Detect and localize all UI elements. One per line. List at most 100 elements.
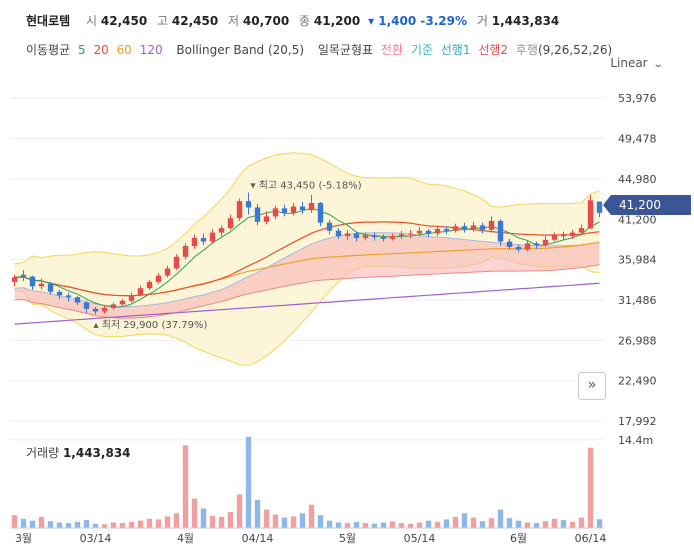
candle xyxy=(362,232,369,241)
volume-bar xyxy=(74,521,81,528)
candle-body xyxy=(74,297,81,303)
candle-body xyxy=(488,220,495,230)
high-value: 42,450 xyxy=(171,14,219,28)
candle-body xyxy=(308,202,315,211)
volume-bar xyxy=(200,508,207,528)
candle xyxy=(596,201,603,218)
candle-body xyxy=(461,226,468,229)
change-value: ▾ 1,400 -3.29% xyxy=(368,14,468,28)
scale-selector[interactable]: Linear ⌄ xyxy=(610,56,664,70)
candle xyxy=(11,274,18,287)
expand-chart-button[interactable]: » xyxy=(578,372,606,400)
candle xyxy=(83,300,90,314)
x-tick-label: 5월 xyxy=(339,532,356,545)
quote-summary: 현대로템 시 42,450 고 42,450 저 40,700 종 41,200… xyxy=(26,12,559,29)
candle-body xyxy=(551,235,558,240)
candle xyxy=(155,272,162,284)
candle-body xyxy=(200,237,207,242)
candle xyxy=(506,238,513,250)
candle-body xyxy=(560,235,567,237)
candle-body xyxy=(290,206,297,213)
candle-body xyxy=(578,228,585,233)
candle xyxy=(515,244,522,253)
candle xyxy=(470,221,477,232)
ma5-label[interactable]: 5 xyxy=(78,43,86,57)
volume-bar xyxy=(290,516,297,528)
candle-body xyxy=(335,230,342,237)
candle-body xyxy=(542,239,549,246)
candle xyxy=(488,216,495,233)
candle-body xyxy=(524,243,531,250)
volume-value: 1,443,834 xyxy=(491,14,560,28)
candle xyxy=(281,204,288,217)
volume-bar xyxy=(515,520,522,528)
close-label: 종 xyxy=(299,14,311,28)
volume-bar xyxy=(569,521,576,528)
price-chart[interactable]: ▾ 최고 43,450 (-5.18%) ▴ 최저 29,900 (37.79%)… xyxy=(0,80,694,430)
indicator-legend: 이동평균 5 20 60 120 Bollinger Band (20,5) 일… xyxy=(26,41,616,58)
volume-bar xyxy=(434,521,441,528)
volume-bar xyxy=(272,514,279,528)
volume-bar xyxy=(20,518,27,528)
volume-bar xyxy=(596,519,603,528)
volume-bar xyxy=(398,523,405,528)
bollinger-upper xyxy=(14,152,600,265)
candle-body xyxy=(92,308,99,312)
candle xyxy=(542,236,549,247)
double-chevron-right-icon: » xyxy=(587,377,597,393)
candle-body xyxy=(20,274,27,277)
volume-bar xyxy=(452,516,459,528)
volume-bar xyxy=(326,520,333,528)
ichimoku-label[interactable]: 일목균형표 xyxy=(317,43,374,57)
candle-body xyxy=(587,200,594,229)
candle xyxy=(263,211,270,225)
volume-bar xyxy=(506,518,513,528)
candle-body xyxy=(29,276,36,287)
volume-chart[interactable]: 14.4m 3월 03/14 4월 04/14 5월 05/14 6월 06/14 xyxy=(0,430,694,560)
candle-body xyxy=(452,226,459,231)
x-tick-label: 05/14 xyxy=(404,532,436,545)
candle xyxy=(443,226,450,235)
chevron-down-icon: ⌄ xyxy=(652,59,664,70)
candle xyxy=(182,243,189,260)
ichimoku-conversion: 전환 xyxy=(380,43,404,57)
x-tick-label: 3월 xyxy=(15,532,32,545)
ma60-label[interactable]: 60 xyxy=(116,43,132,57)
volume-bar xyxy=(173,513,180,528)
candle-body xyxy=(326,222,333,231)
volume-bar xyxy=(533,523,540,528)
y-tick-label: 22,490 xyxy=(618,375,657,388)
volume-bar xyxy=(209,515,216,528)
volume-bar xyxy=(47,521,54,528)
candle xyxy=(353,231,360,242)
volume-bar xyxy=(371,523,378,528)
volume-tick-label: 14.4m xyxy=(618,434,653,447)
volume-bar xyxy=(488,518,495,528)
candle xyxy=(524,240,531,252)
candle xyxy=(191,234,198,249)
candle xyxy=(380,234,387,242)
volume-bar xyxy=(344,523,351,528)
volume-bar xyxy=(317,515,324,528)
candle xyxy=(218,225,225,237)
candle xyxy=(533,241,540,249)
candle-body xyxy=(470,225,477,229)
open-value: 42,450 xyxy=(100,14,148,28)
candle xyxy=(227,214,234,230)
volume-bar xyxy=(191,498,198,528)
candle xyxy=(425,228,432,238)
ma20-label[interactable]: 20 xyxy=(93,43,109,57)
volume-bar xyxy=(380,522,387,528)
ma-label[interactable]: 이동평균 xyxy=(26,43,71,57)
ma120-label[interactable]: 120 xyxy=(139,43,163,57)
candle-body xyxy=(236,201,243,219)
y-tick-label: 44,980 xyxy=(618,173,657,186)
y-tick-label: 26,988 xyxy=(618,334,657,347)
volume-bar xyxy=(29,520,36,528)
candle xyxy=(254,203,261,226)
x-tick-label: 6월 xyxy=(510,532,527,545)
bollinger-label[interactable]: Bollinger Band (20,5) xyxy=(176,43,305,57)
volume-bar xyxy=(38,516,45,528)
volume-bar xyxy=(299,513,306,528)
candle-body xyxy=(425,230,432,234)
